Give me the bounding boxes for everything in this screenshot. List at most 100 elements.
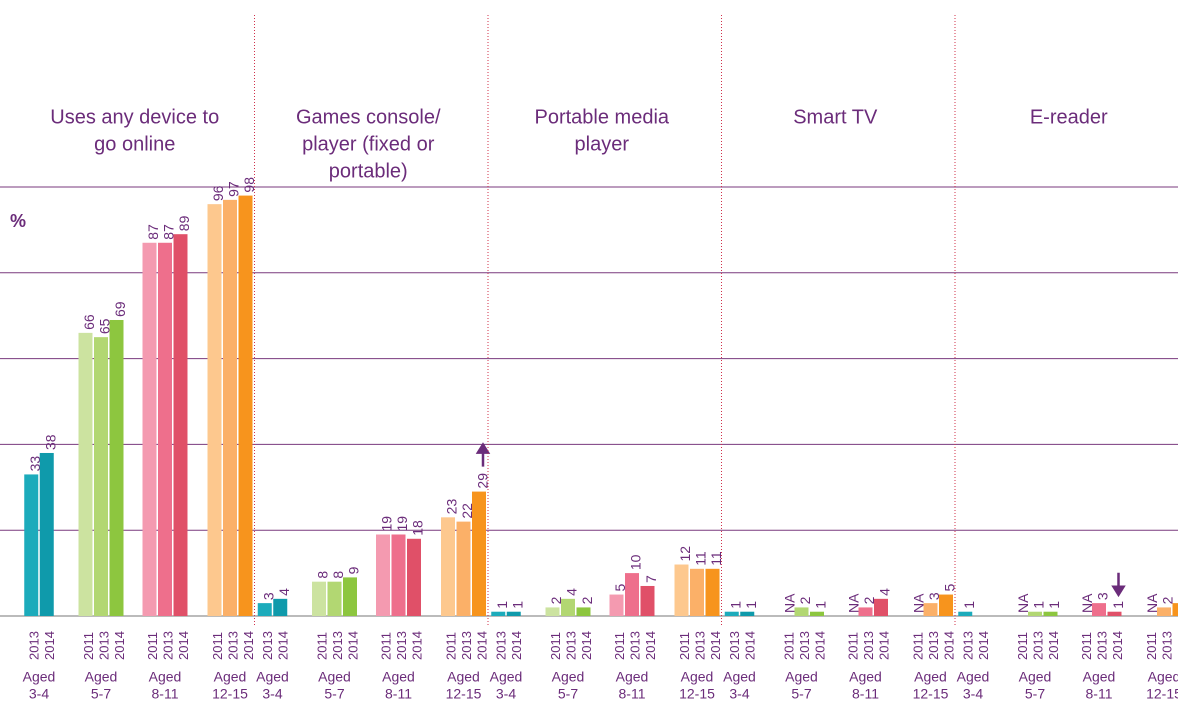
year-label: 2013	[330, 631, 345, 660]
year-label: 2011	[612, 632, 627, 660]
value-label: 69	[112, 301, 128, 317]
bar	[674, 564, 689, 616]
group-label: 5-7	[1025, 686, 1045, 702]
group-label: Aged	[1019, 669, 1052, 685]
group-label: 5-7	[558, 686, 578, 702]
year-label: 2013	[1094, 631, 1109, 660]
value-label: 1	[1046, 601, 1062, 609]
value-label: 2	[797, 596, 813, 604]
value-label: 1	[1110, 601, 1126, 609]
year-label: 2013	[160, 631, 175, 660]
year-label: 2014	[409, 631, 424, 660]
group-label: Aged	[552, 669, 585, 685]
bar	[173, 234, 188, 616]
year-label: 2014	[708, 631, 723, 660]
bar	[609, 594, 624, 616]
group-label: 3-4	[496, 686, 516, 702]
value-label: 29	[475, 473, 491, 489]
year-label: 2013	[494, 631, 509, 660]
group-label: Aged	[85, 669, 118, 685]
group-label: Aged	[23, 669, 56, 685]
bar	[158, 242, 172, 616]
group-label: Aged	[318, 669, 351, 685]
bar	[545, 607, 560, 616]
value-label: NA	[846, 593, 862, 613]
year-label: 2013	[225, 631, 240, 660]
group-label: 8-11	[1086, 686, 1113, 702]
value-label: 19	[379, 516, 395, 532]
value-label: 3	[926, 592, 942, 600]
bar	[142, 242, 157, 616]
year-label: 2011	[1144, 632, 1159, 660]
value-label: NA	[1144, 593, 1160, 613]
year-label: 2014	[509, 631, 524, 660]
year-label: 2014	[1046, 631, 1061, 660]
bar	[1107, 611, 1122, 616]
bar	[923, 603, 938, 616]
year-label: 2014	[176, 631, 191, 660]
group-label: 3-4	[29, 686, 49, 702]
panel-title: Games console/	[296, 106, 441, 128]
group-label: Aged	[849, 669, 882, 685]
year-label: 2014	[643, 631, 658, 660]
panel-title: Smart TV	[793, 106, 878, 128]
group-label: 8-11	[152, 686, 179, 702]
year-label: 2011	[145, 632, 160, 660]
year-label: 2014	[976, 631, 991, 660]
year-label: 2013	[692, 631, 707, 660]
group-label: Aged	[914, 669, 947, 685]
year-label: 2014	[812, 631, 827, 660]
year-label: 2013	[727, 631, 742, 660]
bar	[257, 603, 272, 616]
bar	[1028, 611, 1042, 616]
value-label: 2	[1160, 596, 1176, 604]
bar	[207, 204, 222, 616]
group-label: 12-15	[212, 686, 248, 702]
year-label: 2013	[961, 631, 976, 660]
bar	[223, 199, 237, 616]
group-label: 8-11	[385, 686, 412, 702]
year-label: 2011	[378, 632, 393, 660]
bar	[810, 611, 824, 616]
group-label: 8-11	[619, 686, 646, 702]
year-label: 2011	[443, 632, 458, 660]
bar	[273, 598, 288, 616]
arrow-up	[475, 442, 491, 467]
bar	[1172, 603, 1178, 616]
value-label: 8	[315, 571, 331, 579]
value-label: 2	[548, 596, 564, 604]
value-label: 33	[27, 456, 43, 472]
year-label: 2011	[210, 632, 225, 660]
value-label: NA	[1079, 593, 1095, 613]
bar	[94, 337, 108, 616]
year-label: 2013	[394, 631, 409, 660]
value-label: 9	[346, 566, 362, 574]
bar	[640, 585, 655, 616]
value-label: NA	[1015, 593, 1031, 613]
value-label: NA	[911, 593, 927, 613]
bar	[407, 538, 421, 616]
bar	[441, 517, 455, 616]
panel-title: Portable media	[534, 106, 669, 128]
group-label: 3-4	[729, 686, 749, 702]
bar	[24, 474, 39, 616]
arrow-down	[1111, 572, 1126, 598]
group-label: Aged	[1148, 669, 1178, 685]
bar	[456, 521, 471, 616]
bar	[939, 594, 953, 616]
panel-title: E-reader	[1030, 106, 1108, 128]
value-label: 98	[241, 177, 257, 193]
bar	[472, 491, 486, 616]
value-label: 1	[509, 601, 525, 609]
year-label: 2011	[314, 632, 329, 660]
value-label: 1	[961, 601, 977, 609]
year-label: 2014	[579, 631, 594, 660]
year-label: 2013	[459, 631, 474, 660]
bar	[625, 573, 639, 616]
group-label: Aged	[681, 669, 714, 685]
value-label: 22	[459, 503, 475, 519]
value-label: 2	[579, 596, 595, 604]
value-label: 89	[176, 215, 192, 231]
year-label: 2014	[1175, 631, 1178, 660]
